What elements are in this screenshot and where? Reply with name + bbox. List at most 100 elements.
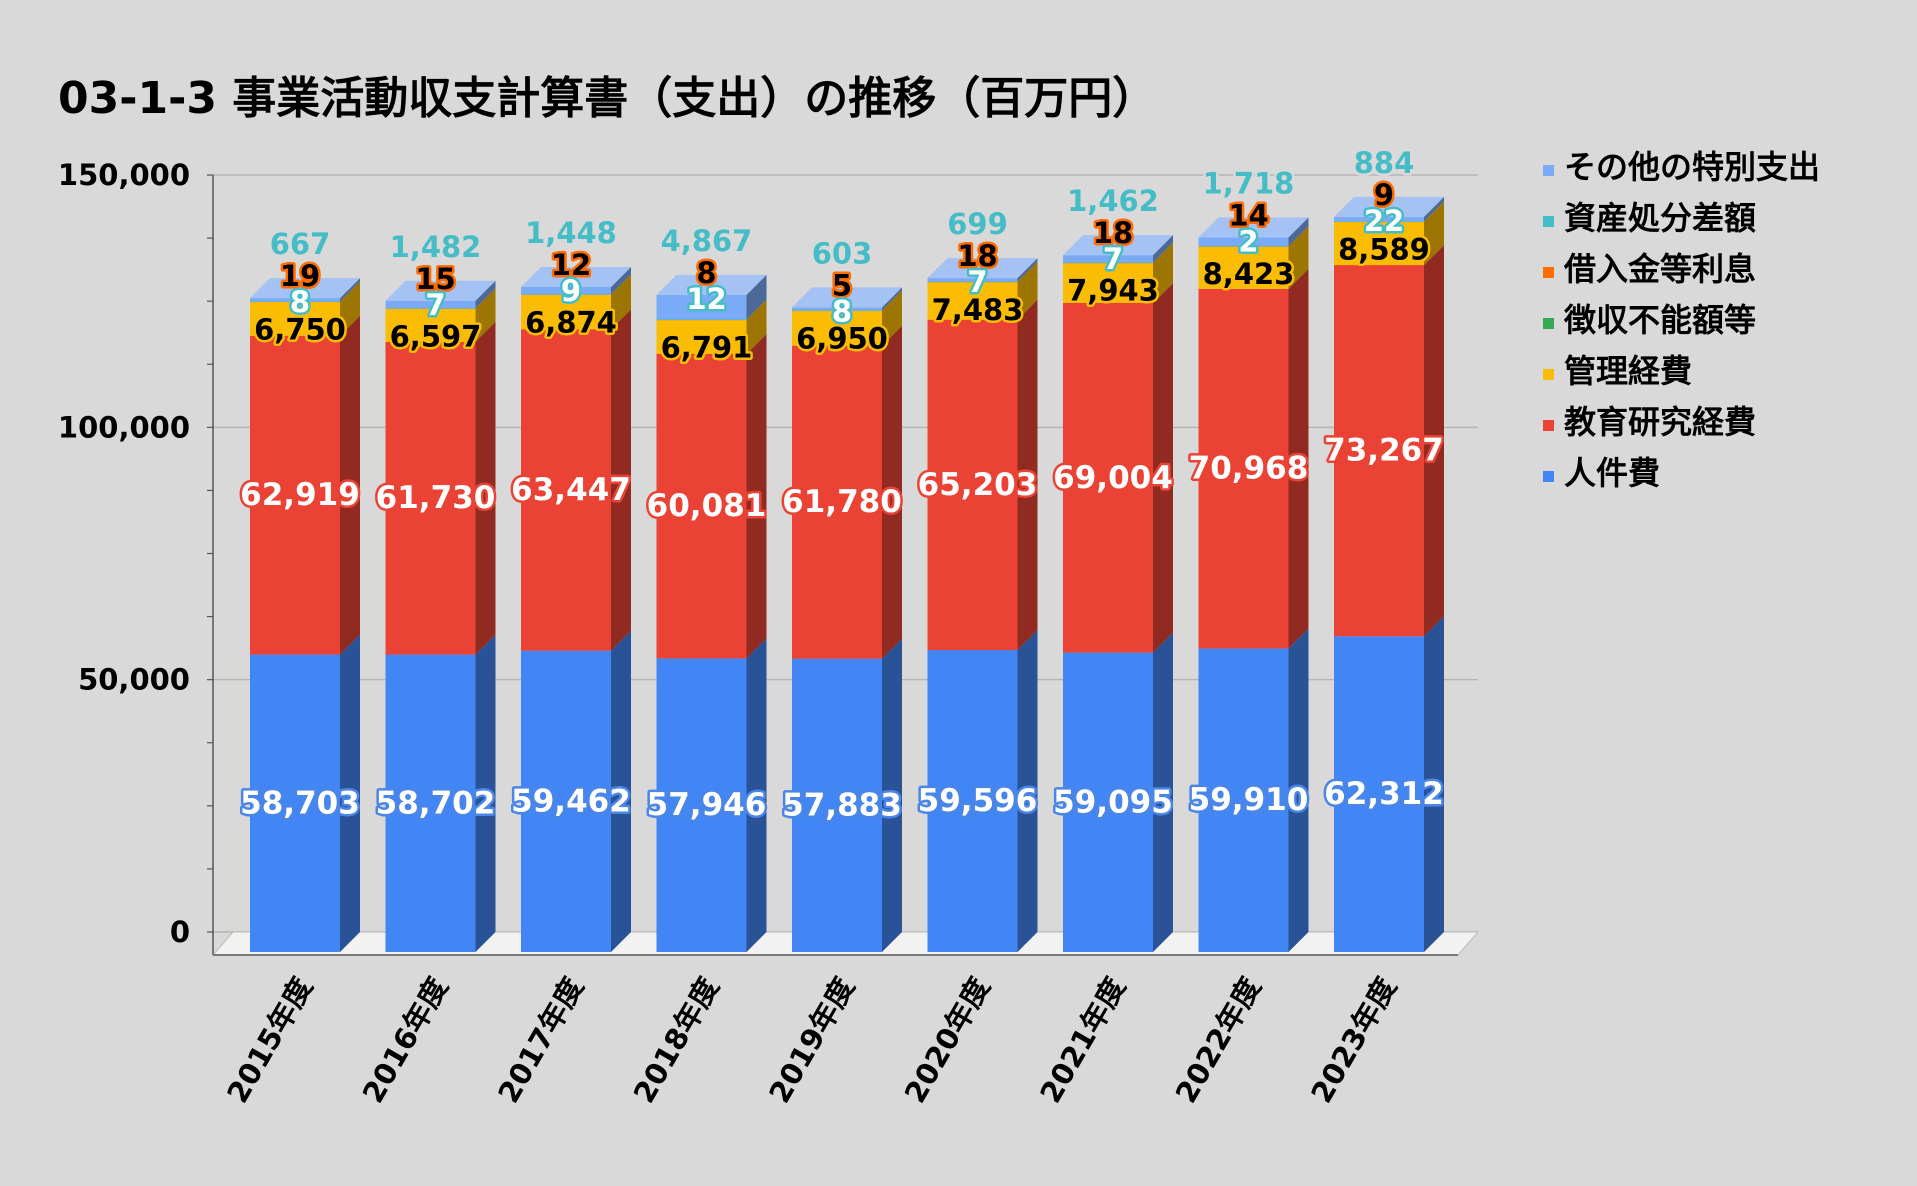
legend-label: 借入金等利息 — [1563, 250, 1756, 288]
bar-segment — [927, 281, 1018, 320]
bar-side — [1424, 201, 1444, 266]
bar-side — [340, 281, 360, 302]
bar-side — [1288, 268, 1309, 649]
bar-side — [1153, 242, 1173, 263]
bar-segment — [927, 278, 1018, 282]
bar-top — [792, 287, 902, 308]
data-label: 7 — [425, 288, 445, 322]
data-label: 603 — [812, 236, 873, 270]
bar-top — [656, 274, 767, 295]
data-label: 6,874 — [525, 305, 617, 339]
bar-side — [475, 280, 496, 309]
bar-segment — [656, 319, 747, 354]
y-tick-label: 100,000 — [58, 410, 190, 444]
bar-segment — [385, 308, 476, 342]
data-label: 9 — [1374, 178, 1394, 212]
x-tick-label: 2015年度 — [220, 972, 319, 1109]
bar-side — [746, 274, 767, 320]
x-axis: 2015年度 2016年度 2017年度 2018年度 2019年度 2020年度 2021… — [220, 972, 1403, 1109]
bar-segment — [1334, 221, 1424, 266]
bar-side — [1017, 261, 1038, 320]
bar-top — [1198, 217, 1309, 238]
data-label: 1,448 — [525, 216, 617, 250]
bar-segment — [1198, 288, 1289, 649]
data-label: 18 — [1093, 216, 1133, 250]
bar-segment — [1198, 648, 1289, 952]
bar-side — [1153, 242, 1173, 303]
bar-segment — [385, 300, 476, 309]
bar-top — [927, 258, 1038, 279]
data-label: 4,867 — [661, 224, 753, 258]
legend-swatch — [1543, 369, 1554, 380]
y-axis: 150,000 100,000 50,000 0 — [58, 158, 190, 949]
x-tick-label: 2017年度 — [491, 972, 590, 1109]
data-label: 61,730 — [376, 480, 496, 516]
bar-side — [340, 281, 360, 336]
bar-side — [1424, 201, 1444, 222]
bar-segment — [521, 650, 611, 952]
bar-side — [340, 281, 360, 302]
bar-side — [1017, 299, 1038, 651]
data-label: 7,483 — [932, 293, 1024, 327]
bar-top — [1063, 235, 1173, 256]
bar-side — [746, 333, 767, 659]
data-label: 14 — [1228, 198, 1268, 232]
bar-side — [882, 290, 902, 311]
data-label: 5 — [832, 268, 852, 302]
bar-side — [1424, 245, 1444, 637]
data-label: 19 — [280, 259, 320, 293]
bar-side — [1288, 226, 1309, 247]
data-label: 57,883 — [782, 787, 902, 823]
bar-side — [611, 274, 631, 295]
data-label: 8 — [832, 294, 852, 328]
bar-segment — [250, 298, 340, 302]
data-label: 58,703 — [240, 785, 360, 821]
bar-side — [1017, 630, 1038, 952]
bar-side — [746, 638, 767, 952]
data-label: 59,596 — [918, 783, 1038, 819]
chart-title: 03-1-3 事業活動収支計算書（支出）の推移（百万円） — [58, 73, 1157, 124]
bar-segment — [792, 310, 882, 346]
bar-top — [385, 280, 496, 301]
legend-label: 管理経費 — [1564, 352, 1692, 390]
bar-segment — [1063, 262, 1153, 264]
bar-top — [250, 278, 360, 299]
bar-side — [882, 290, 902, 311]
legend-swatch — [1543, 318, 1554, 329]
data-label: 7 — [1103, 242, 1123, 276]
data-label: 15 — [415, 262, 455, 296]
legend-label: 資産処分差額 — [1564, 199, 1756, 237]
y-tick-label: 0 — [170, 915, 190, 949]
y-tick-label: 50,000 — [78, 663, 190, 697]
data-label: 8 — [290, 285, 310, 319]
bar-segment — [1334, 221, 1424, 222]
bar-side — [746, 299, 767, 320]
data-label: 58,702 — [376, 785, 496, 821]
data-label: 65,203 — [918, 467, 1038, 503]
bar-segment — [1063, 255, 1153, 263]
bar-side — [1424, 196, 1444, 222]
bar-segment — [1063, 262, 1153, 303]
bar-side — [882, 290, 902, 346]
data-label: 9 — [561, 274, 581, 308]
legend-label: その他の特別支出 — [1564, 148, 1820, 186]
data-label: 69,004 — [1053, 460, 1173, 496]
bar-side — [340, 634, 360, 952]
bar-side — [611, 266, 631, 295]
x-tick-label: 2018年度 — [627, 972, 726, 1109]
data-label: 884 — [1354, 146, 1415, 180]
data-label: 63,447 — [511, 472, 631, 508]
bar-segment — [792, 307, 882, 311]
bar-side — [611, 274, 631, 330]
data-label: 8,423 — [1203, 257, 1295, 291]
bar-side — [746, 299, 767, 354]
bar-side — [1424, 201, 1444, 222]
bar-side — [611, 630, 631, 952]
bar-side — [340, 315, 360, 655]
bar-segment — [656, 353, 747, 659]
bar-segment — [1063, 302, 1153, 653]
bar-segment — [792, 310, 882, 312]
bar-side — [475, 288, 496, 309]
